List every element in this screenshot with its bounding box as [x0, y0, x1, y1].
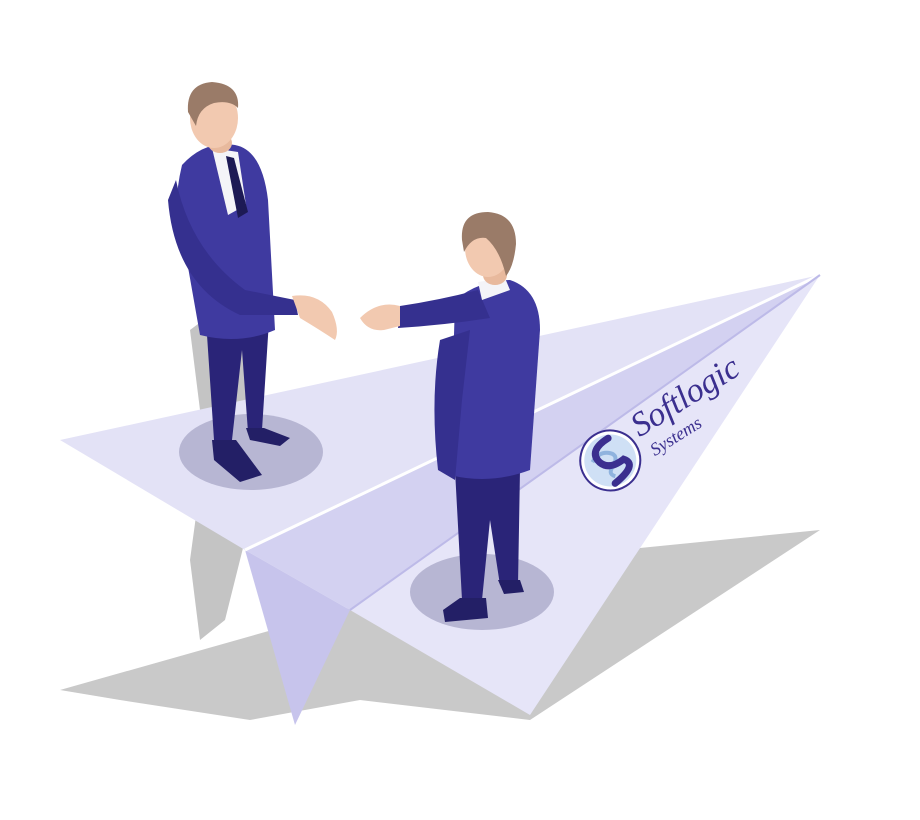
left-man-jacket	[176, 144, 275, 339]
right-man-collar	[478, 278, 510, 300]
left-man-tie	[226, 156, 248, 218]
right-man-reaching-arm	[398, 290, 490, 328]
left-man-shoe-left	[212, 440, 262, 482]
left-man-trousers	[205, 305, 270, 440]
right-man-back-arm	[434, 330, 470, 480]
plane-left-fold	[245, 275, 820, 610]
plane-keel	[245, 550, 350, 725]
right-man-shoe-left	[443, 598, 488, 622]
right-businessman	[360, 212, 540, 622]
left-man-arm	[168, 180, 298, 315]
left-businessman	[168, 82, 337, 482]
right-man-trousers	[455, 470, 520, 600]
left-man-hair	[187, 82, 239, 126]
left-man-hand	[292, 295, 337, 340]
right-man-shoe-right	[498, 580, 524, 594]
right-man-jacket	[450, 280, 540, 479]
right-man-hair	[461, 212, 516, 276]
right-man-hand	[360, 304, 400, 331]
globe-s-emblem-icon	[579, 429, 642, 492]
left-man-shoe-right	[246, 428, 290, 446]
